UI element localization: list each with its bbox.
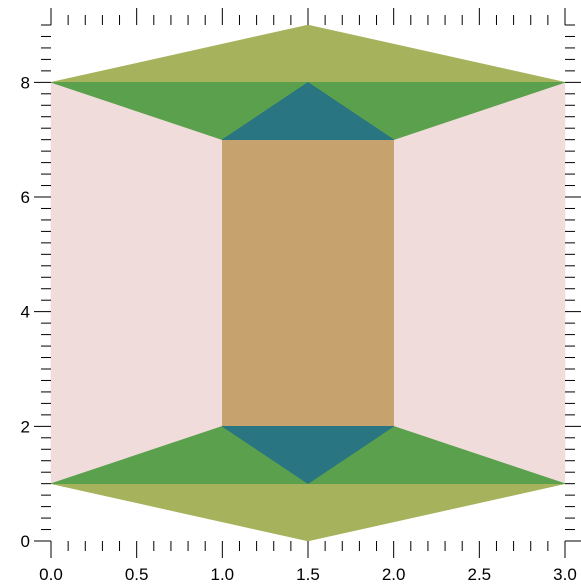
y-tick-label: 0 [21, 532, 30, 551]
chart-axes [34, 8, 581, 558]
right-panel-shape [393, 81, 566, 485]
x-tick-label: 0.5 [125, 565, 149, 584]
left-panel-shape [50, 81, 223, 485]
x-tick-label: 0.0 [39, 565, 63, 584]
chart-shapes [50, 24, 566, 542]
x-tick-label: 1.0 [211, 565, 235, 584]
x-tick-label: 3.0 [553, 565, 577, 584]
y-tick-label: 6 [21, 188, 30, 207]
bottom-inner-triangle-shape [221, 426, 395, 485]
chart-tick-labels: 0.0 0.5 1.0 1.5 2.0 2.5 3.0 0 2 4 6 8 [21, 73, 577, 584]
y-tick-label: 4 [21, 303, 30, 322]
top-outer-triangle-shape [50, 24, 566, 83]
y-tick-label: 2 [21, 417, 30, 436]
y-tick-label: 8 [21, 73, 30, 92]
x-tick-label: 1.5 [296, 565, 320, 584]
x-tick-label: 2.5 [468, 565, 492, 584]
bottom-outer-triangle-shape [50, 483, 566, 542]
center-rect-shape [222, 139, 394, 427]
x-tick-label: 2.0 [382, 565, 406, 584]
top-inner-triangle-shape [221, 81, 395, 140]
